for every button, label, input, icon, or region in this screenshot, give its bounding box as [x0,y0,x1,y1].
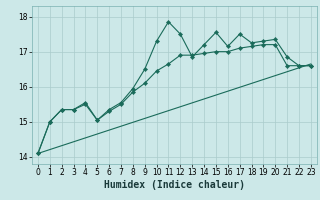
X-axis label: Humidex (Indice chaleur): Humidex (Indice chaleur) [104,180,245,190]
